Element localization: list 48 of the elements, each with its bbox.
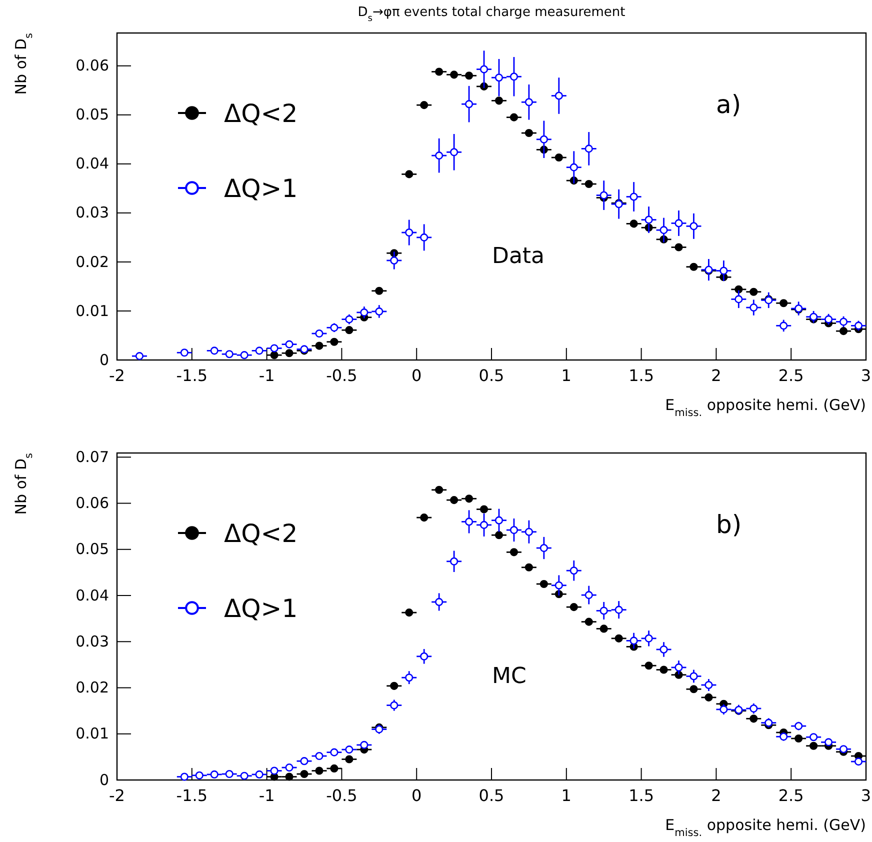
annotation: MC — [492, 664, 526, 689]
y-tick-label: 0.06 — [76, 494, 109, 512]
annotation: a) — [716, 90, 742, 119]
x-tick-label: 0.5 — [478, 366, 504, 385]
x-tick-label: 0.5 — [478, 786, 504, 805]
y-tick-label: 0.02 — [76, 252, 109, 271]
legend-label: ΔQ>1 — [224, 174, 298, 203]
y-tick-label: 0.04 — [76, 154, 109, 173]
y-tick-label: 0.01 — [76, 724, 109, 743]
x-tick-label: -0.5 — [326, 366, 358, 385]
legend-label: ΔQ<2 — [224, 519, 298, 548]
x-tick-label: -1 — [258, 366, 275, 385]
x-tick-label: 1.5 — [628, 786, 654, 805]
x-tick-label: 2.5 — [778, 786, 804, 805]
x-tick-label: 1 — [561, 786, 572, 805]
chart-title: D$_{s}$→φπ events total charge measurement — [358, 5, 626, 24]
x-tick-label: 3 — [860, 786, 872, 805]
y-tick-label: 0 — [99, 350, 109, 369]
x-tick-label: -1.5 — [176, 366, 208, 385]
x-tick-label: 2 — [711, 366, 722, 385]
y-tick-label: 0.03 — [76, 204, 109, 222]
y-tick-label: 0.02 — [76, 678, 109, 697]
y-tick-label: 0.03 — [76, 632, 109, 650]
legend-label: ΔQ<2 — [224, 99, 298, 128]
y-tick-label: 0.01 — [76, 302, 109, 320]
annotation: b) — [716, 510, 742, 539]
x-tick-label: 0 — [412, 786, 422, 805]
x-tick-label: 1 — [561, 366, 572, 385]
y-tick-label: 0.05 — [76, 106, 109, 124]
annotation: Data — [492, 244, 545, 269]
legend-label: ΔQ>1 — [224, 594, 298, 623]
y-tick-label: 0.04 — [76, 586, 109, 604]
y-tick-label: 0.05 — [76, 540, 109, 558]
x-tick-label: -0.5 — [326, 786, 358, 805]
x-tick-label: -2 — [109, 366, 125, 385]
x-tick-label: 0 — [412, 366, 422, 385]
y-tick-label: 0.07 — [76, 448, 109, 466]
x-tick-label: -2 — [109, 786, 125, 805]
x-axis-title: E$_{miss.}$ opposite hemi. (GeV) — [665, 396, 866, 419]
x-tick-label: 2.5 — [778, 366, 804, 385]
y-tick-label: 0.06 — [76, 56, 109, 75]
x-tick-label: 1.5 — [628, 366, 654, 385]
x-axis-title: E$_{miss.}$ opposite hemi. (GeV) — [665, 816, 866, 839]
x-tick-label: 2 — [711, 786, 722, 805]
x-tick-label: -1 — [258, 786, 275, 805]
x-tick-label: 3 — [860, 366, 872, 385]
x-tick-label: -1.5 — [176, 786, 208, 805]
y-tick-label: 0 — [99, 770, 109, 789]
